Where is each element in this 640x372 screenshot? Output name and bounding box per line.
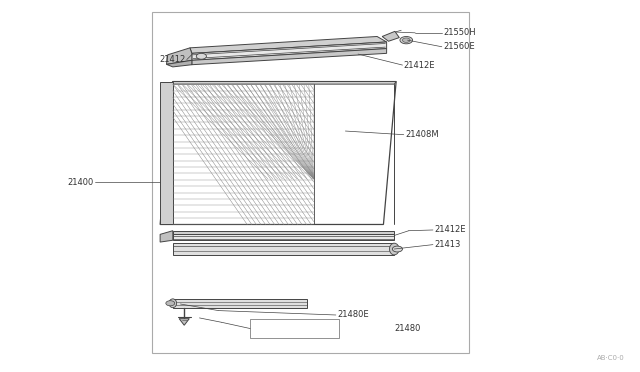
Polygon shape xyxy=(166,60,192,67)
Ellipse shape xyxy=(169,299,177,308)
Polygon shape xyxy=(171,81,396,84)
Text: 21550H: 21550H xyxy=(443,28,476,37)
Circle shape xyxy=(166,301,175,306)
Polygon shape xyxy=(192,49,387,65)
Text: 21412: 21412 xyxy=(159,55,186,64)
Polygon shape xyxy=(166,48,192,64)
Text: 21480: 21480 xyxy=(394,324,420,333)
Text: 21413: 21413 xyxy=(434,240,461,249)
Polygon shape xyxy=(173,299,307,308)
Polygon shape xyxy=(160,81,173,224)
Circle shape xyxy=(392,246,403,252)
Bar xyxy=(250,319,339,338)
Polygon shape xyxy=(190,36,387,53)
Polygon shape xyxy=(192,42,387,60)
Polygon shape xyxy=(160,231,173,242)
Polygon shape xyxy=(160,81,396,224)
Text: AB·C0·0: AB·C0·0 xyxy=(596,355,625,361)
Polygon shape xyxy=(173,243,394,255)
Text: 21480E: 21480E xyxy=(337,311,369,320)
Ellipse shape xyxy=(390,243,399,255)
Text: 21400: 21400 xyxy=(67,178,93,187)
Polygon shape xyxy=(173,231,394,234)
Text: 21412E: 21412E xyxy=(434,225,466,234)
Polygon shape xyxy=(179,319,189,325)
Circle shape xyxy=(400,36,413,44)
Bar xyxy=(173,84,314,224)
Bar xyxy=(152,12,469,353)
Text: 21560E: 21560E xyxy=(443,42,475,51)
Text: 21412E: 21412E xyxy=(404,61,435,70)
Circle shape xyxy=(403,38,410,42)
Polygon shape xyxy=(173,234,394,240)
Text: 21408M: 21408M xyxy=(405,130,438,139)
Circle shape xyxy=(196,53,207,59)
Polygon shape xyxy=(382,31,399,41)
